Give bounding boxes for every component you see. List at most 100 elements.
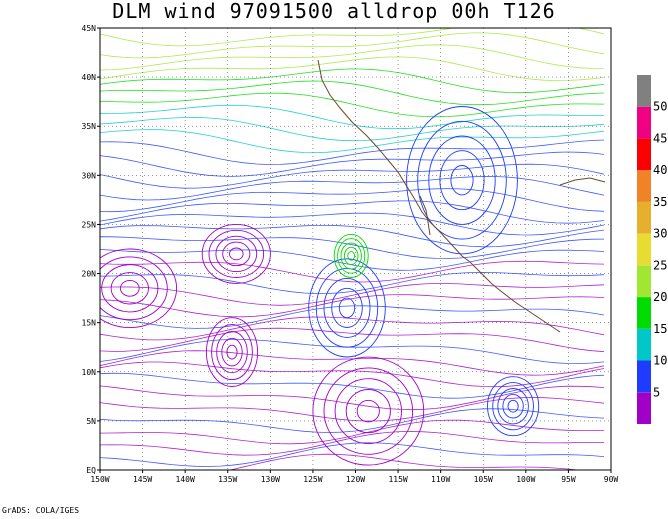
x-tick-label: 145W: [133, 475, 152, 484]
streamline: [100, 283, 605, 306]
vortex-ring: [492, 382, 534, 431]
vortex: [487, 376, 540, 437]
colorbar-bin: [637, 233, 651, 266]
y-tick-label: 10N: [82, 368, 97, 377]
vortex-ring: [221, 337, 243, 367]
vortex-ring: [406, 106, 518, 255]
colorbar-bin: [637, 328, 651, 361]
y-tick-label: 20N: [82, 270, 97, 279]
vortex-ring: [450, 165, 474, 196]
colorbar-bin: [637, 106, 651, 139]
vortex-ring: [333, 233, 369, 278]
colorbar-bin: [637, 138, 651, 171]
vortex-ring: [340, 242, 362, 270]
streamline: [100, 442, 605, 467]
streamlines: [100, 28, 605, 470]
vortex-ring: [101, 264, 159, 313]
streamline: [100, 294, 605, 318]
vortex-ring: [229, 247, 244, 261]
streamline: [100, 200, 605, 224]
x-tick-label: 105W: [474, 475, 493, 484]
vortex: [100, 248, 178, 329]
vortex-ring: [308, 258, 386, 358]
colorbar-label: 30: [653, 227, 667, 241]
streamline: [100, 350, 605, 376]
streamline: [100, 212, 605, 236]
x-tick-label: 150W: [90, 475, 109, 484]
vortex-ring: [507, 399, 519, 413]
y-tick-label: 30N: [82, 171, 97, 180]
colorbar-label: 10: [653, 354, 667, 368]
streamline: [100, 225, 605, 248]
colorbar-bin: [637, 170, 651, 202]
colorbar-bin: [637, 75, 651, 107]
streamline: [100, 397, 605, 422]
vortex-ring: [222, 241, 251, 267]
streamline: [100, 68, 605, 94]
streamline: [100, 139, 605, 165]
y-tick-label: 5N: [86, 417, 96, 426]
vortex-ring: [347, 251, 356, 261]
colorbar-label: 20: [653, 290, 667, 304]
vortex-ring: [331, 287, 363, 328]
streamline: [100, 28, 605, 47]
vortex-ring: [323, 367, 414, 455]
vortex-ring: [312, 356, 425, 466]
streamline: [100, 419, 605, 445]
colorbar-label: 5: [653, 385, 660, 399]
streamline: [100, 430, 604, 456]
x-tick-label: 110W: [431, 475, 450, 484]
vortex-ring: [215, 235, 258, 273]
streamline: [100, 260, 605, 283]
vortex-ring: [356, 399, 380, 423]
vortex: [308, 258, 386, 358]
streamline: [100, 104, 605, 130]
colorbar-bin: [637, 201, 651, 234]
streamline: [100, 44, 605, 71]
vortex-ring: [211, 324, 253, 381]
colorbar-bin: [637, 265, 651, 298]
colorbar: 5 10 15 20 25 30 35 40 45 50: [637, 75, 667, 424]
vortex: [406, 106, 518, 255]
colorbar-label: 45: [653, 132, 667, 146]
vortex-ring: [100, 248, 178, 329]
map-title: DLM wind 97091500 alldrop 00h T126: [112, 0, 556, 23]
vortex-ring: [216, 331, 248, 374]
colorbar-label: 25: [653, 258, 667, 272]
streamline: [100, 385, 605, 411]
streamline: [100, 453, 581, 470]
vortex-layer: [100, 106, 540, 466]
streamline: [100, 408, 605, 433]
vortex-ring: [502, 393, 524, 419]
vortex-ring: [428, 135, 496, 225]
coastline: [317, 59, 606, 333]
vortex-ring: [338, 297, 356, 319]
colorbar-label: 15: [653, 322, 667, 336]
x-tick-label: 100W: [516, 475, 535, 484]
x-tick-label: 95W: [561, 475, 576, 484]
colorbar-bin: [637, 297, 651, 329]
vortex-ring: [226, 344, 238, 360]
vortex: [333, 233, 369, 278]
colorbar-label: 50: [653, 100, 667, 114]
streamline: [100, 236, 605, 259]
colorbar-label: 40: [653, 163, 667, 177]
streamline: [100, 327, 605, 353]
vortex-ring: [323, 277, 371, 338]
vortex-ring: [100, 256, 168, 321]
x-tick-label: 125W: [303, 475, 322, 484]
vortex-ring: [205, 317, 259, 387]
x-tick-label: 130W: [261, 475, 280, 484]
colorbar-bin: [637, 360, 651, 393]
vortex-ring: [337, 238, 366, 274]
streamline: [100, 188, 605, 213]
axis-labels: 150W 145W 140W 135W 130W 125W 120W 115W 110W 105W…: [82, 24, 619, 484]
vortex-ring: [345, 389, 391, 434]
streamline: [100, 116, 605, 142]
x-tick-label: 115W: [388, 475, 407, 484]
streamline: [100, 56, 605, 82]
y-tick-label: 15N: [82, 319, 97, 328]
streamline: [100, 361, 605, 388]
vortex-ring: [334, 378, 402, 444]
